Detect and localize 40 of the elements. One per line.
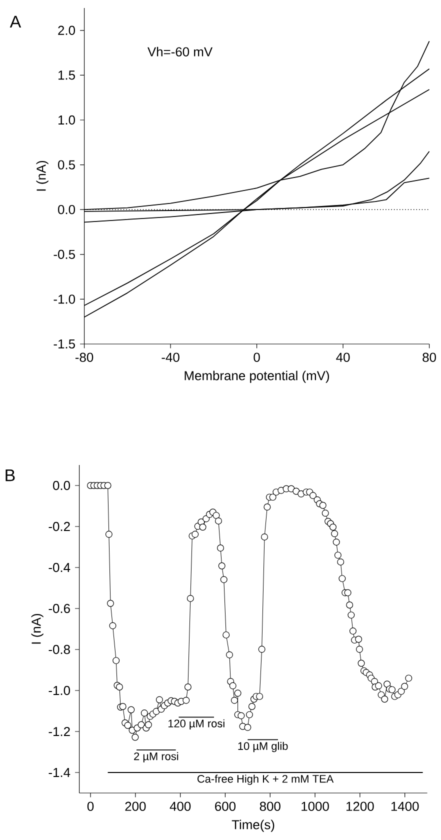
x-tick-label: 0: [254, 352, 260, 362]
y-axis-title: I (nA): [31, 614, 44, 644]
x-tick-label: 0: [88, 802, 94, 811]
series-label: 2 µM rosi: [134, 752, 178, 762]
chart-title: A: [10, 16, 22, 28]
y-tick-label: -1.4: [48, 768, 70, 777]
x-tick-label: 1000: [302, 802, 330, 811]
x-tick-label: 1400: [392, 802, 419, 811]
x-tick-label: 40: [336, 352, 350, 362]
y-tick-label: -1.5: [54, 339, 76, 349]
y-tick-label: -1.2: [48, 726, 70, 736]
series-label: Ca-free High K + 2 mM TEA: [198, 774, 334, 785]
annotation: Vh=-60 mV: [148, 46, 213, 56]
y-tick-label: 0.5: [58, 160, 76, 170]
y-tick-label: -0.4: [48, 562, 70, 572]
y-axis-title: I (nA): [36, 160, 48, 191]
y-tick-label: -0.5: [54, 250, 76, 259]
series-label: 10 µM glib: [238, 742, 288, 752]
chart-title: B: [6, 470, 15, 482]
y-tick-label: 0.0: [53, 480, 70, 490]
y-tick-label: 2.0: [58, 26, 76, 35]
x-tick-label: 200: [125, 802, 146, 811]
y-tick-label: -0.6: [48, 604, 70, 614]
x-tick-label: 80: [422, 352, 436, 362]
series-label: 120 µM rosi: [168, 719, 224, 730]
y-tick-label: -1.0: [48, 686, 70, 696]
y-tick-label: 1.5: [58, 70, 76, 80]
y-tick-label: 0.0: [58, 205, 76, 214]
y-tick-label: -0.8: [48, 644, 70, 654]
x-tick-label: -40: [162, 352, 180, 362]
x-tick-label: 400: [170, 802, 191, 811]
x-tick-label: 800: [260, 802, 281, 811]
x-tick-label: -80: [76, 352, 94, 362]
x-tick-label: 600: [215, 802, 236, 811]
y-tick-label: -1.0: [54, 294, 76, 304]
x-axis-title: Membrane potential (mV): [184, 370, 330, 383]
x-tick-label: 1200: [346, 802, 374, 811]
y-tick-label: -0.2: [48, 522, 70, 532]
y-tick-label: 1.0: [58, 115, 76, 125]
x-axis-title: Time(s): [232, 820, 274, 832]
